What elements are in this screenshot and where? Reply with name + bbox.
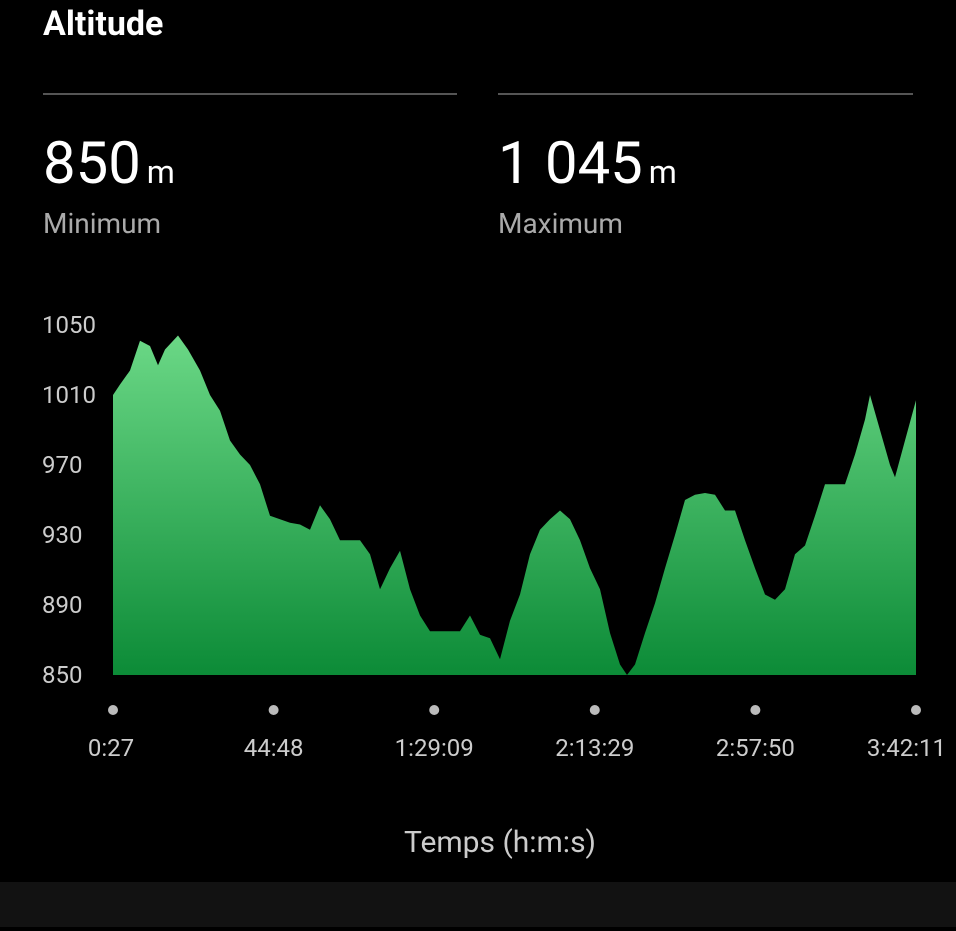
y-tick-label: 970 [42,451,82,479]
stat-label: Maximum [498,207,623,240]
x-tick-dot [268,705,279,715]
y-tick-label: 1010 [42,381,96,409]
x-tick-label: 1:29:09 [395,734,474,762]
title: Altitude [43,4,163,44]
stat-value: 850 [43,130,141,198]
x-tick-label: 0:27 [88,734,134,762]
stat-unit: m [147,153,175,191]
x-tick-dot [108,705,118,715]
x-tick-label: 3:42:11 [867,734,946,762]
x-tick-dot [429,705,440,715]
y-tick-label: 850 [42,661,82,689]
stat-label: Minimum [43,207,161,240]
x-tick-dot [589,705,600,715]
y-tick-label: 1050 [42,311,96,339]
x-tick-dot [750,705,761,715]
stat-unit: m [649,153,677,191]
x-axis-title: Temps (h:m:s) [404,825,596,860]
stat-minimum: 850 m [43,130,175,198]
x-tick-label: 2:57:50 [716,734,795,762]
y-tick-label: 890 [42,591,82,619]
y-tick-label: 930 [42,521,82,549]
x-tick-label: 44:48 [244,734,304,762]
x-tick-label: 2:13:29 [555,734,634,762]
altitude-area [113,335,916,675]
stat-maximum: 1 045 m [498,130,677,198]
bottom-bar [0,882,956,927]
stat-value: 1 045 [498,130,643,198]
x-tick-dot [911,705,921,715]
